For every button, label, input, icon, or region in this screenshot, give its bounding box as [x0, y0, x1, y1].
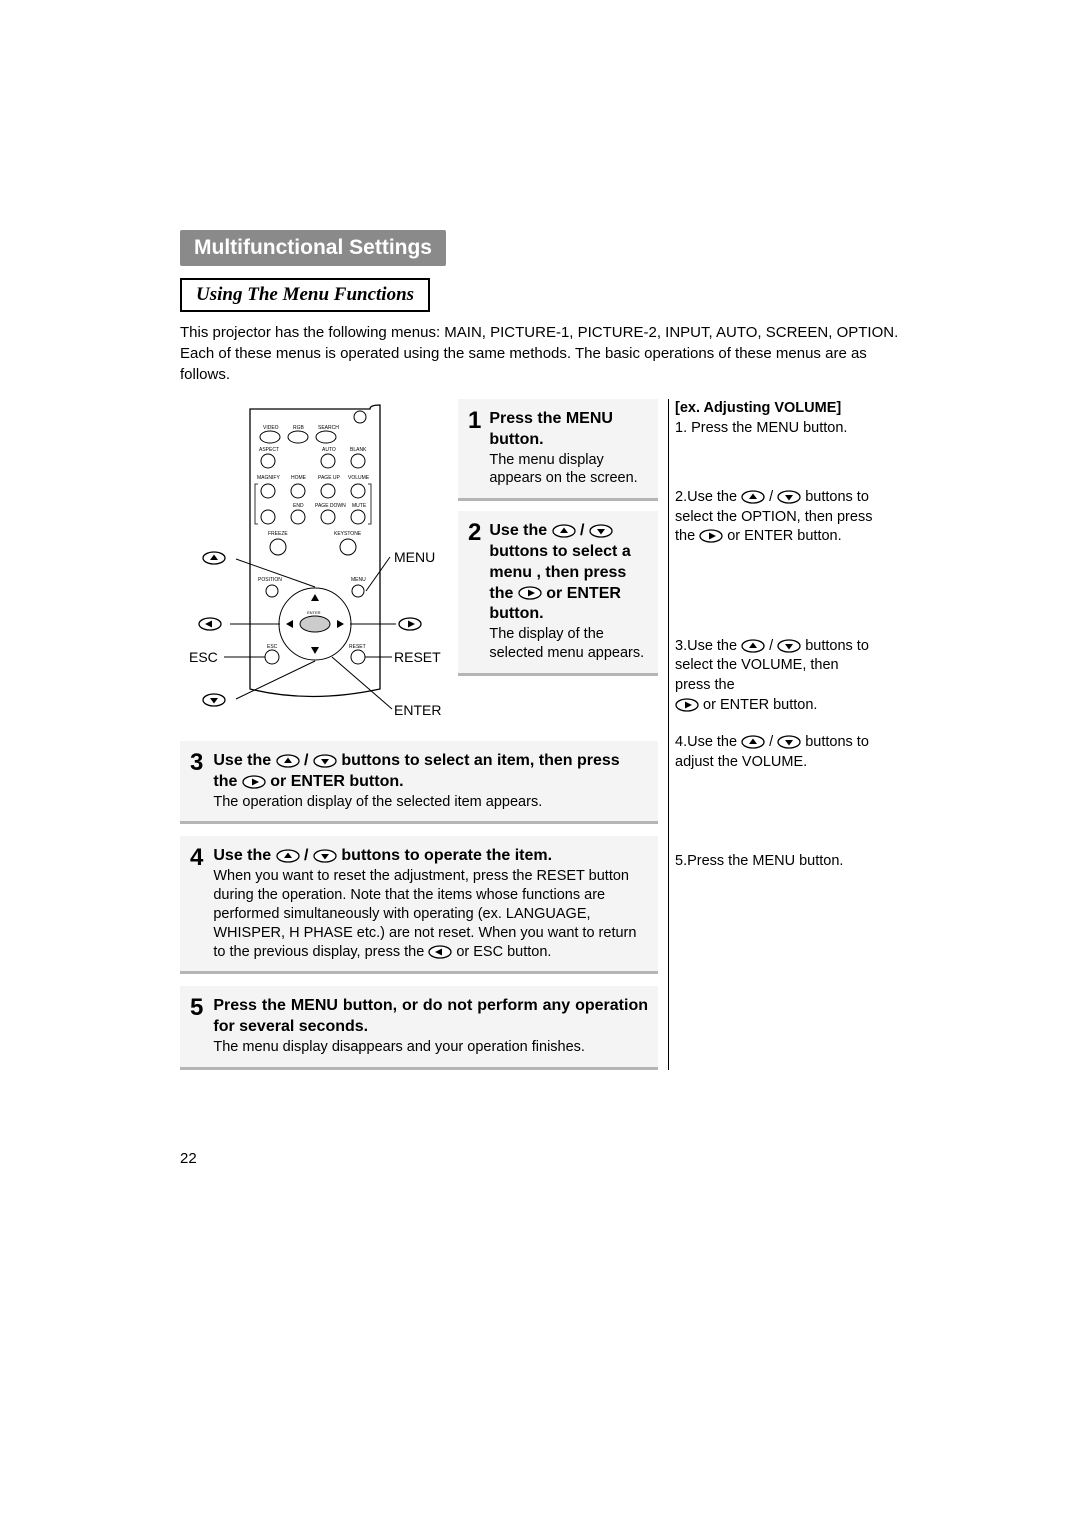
up-icon — [741, 639, 765, 653]
step-body: The menu display appears on the screen. — [489, 451, 648, 489]
example-step-2: 2.Use the / buttons to select the OPTION… — [675, 488, 875, 547]
step-body: The display of the selected menu appears… — [489, 625, 648, 663]
right-icon — [675, 698, 699, 712]
svg-text:RESET: RESET — [349, 644, 366, 650]
label-menu: MENU — [394, 549, 435, 565]
svg-text:HOME: HOME — [291, 475, 307, 481]
step-body: When you want to reset the adjustment, p… — [213, 867, 648, 961]
up-icon — [741, 490, 765, 504]
svg-text:MAGNIFY: MAGNIFY — [257, 475, 280, 481]
label-esc: ESC — [189, 649, 218, 665]
section-pill: Multifunctional Settings — [180, 230, 446, 266]
step-number: 1 — [468, 409, 481, 488]
label-reset: RESET — [394, 649, 441, 665]
svg-text:KEYSTONE: KEYSTONE — [334, 531, 362, 537]
svg-text:PAGE DOWN: PAGE DOWN — [315, 503, 346, 509]
svg-text:ESC: ESC — [267, 644, 278, 650]
step-title: Use the / buttons to operate the item. — [213, 846, 648, 867]
example-step-3: 3.Use the / buttons to select the VOLUME… — [675, 637, 875, 715]
up-icon — [552, 524, 576, 538]
step-3: 3 Use the / buttons to select an item, t… — [180, 741, 658, 824]
down-icon — [777, 490, 801, 504]
step-title: Press the MENU button. — [489, 409, 648, 451]
step-number: 2 — [468, 521, 481, 663]
example-heading: [ex. Adjusting VOLUME] — [675, 399, 875, 419]
right-icon — [242, 775, 266, 789]
step-number: 4 — [190, 846, 203, 961]
step-body: The operation display of the selected it… — [213, 793, 648, 812]
down-icon — [313, 754, 337, 768]
example-step-4: 4.Use the / buttons to adjust the VOLUME… — [675, 733, 875, 772]
step-title: Use the / buttons to select an item, the… — [213, 751, 648, 793]
right-icon — [699, 529, 723, 543]
manual-page: Multifunctional Settings Using The Menu … — [0, 0, 1080, 1247]
svg-text:PAGE UP: PAGE UP — [318, 475, 341, 481]
svg-text:ASPECT: ASPECT — [259, 447, 279, 453]
step-1: 1 Press the MENU button. The menu displa… — [458, 399, 658, 501]
label-enter: ENTER — [394, 702, 441, 718]
remote-diagram: VIDEORGBSEARCH ASPECTAUTOBLANK MAGNIF — [180, 399, 450, 729]
example-step-5: 5.Press the MENU button. — [675, 852, 875, 872]
example-column: [ex. Adjusting VOLUME] 1. Press the MENU… — [668, 399, 875, 1070]
down-icon — [777, 735, 801, 749]
svg-text:MENU: MENU — [351, 577, 366, 583]
right-icon — [518, 586, 542, 600]
up-icon — [741, 735, 765, 749]
subtitle-box: Using The Menu Functions — [180, 278, 430, 312]
subtitle: Using The Menu Functions — [196, 284, 414, 305]
svg-text:POSITION: POSITION — [258, 577, 282, 583]
step-4: 4 Use the / buttons to operate the item.… — [180, 836, 658, 974]
example-step-1: 1. Press the MENU button. — [675, 419, 875, 439]
down-icon — [777, 639, 801, 653]
down-icon — [589, 524, 613, 538]
intro-text: This projector has the following menus: … — [180, 322, 900, 385]
svg-text:VIDEO: VIDEO — [263, 425, 279, 431]
left-icon — [428, 945, 452, 959]
svg-text:RGB: RGB — [293, 425, 305, 431]
step-5: 5 Press the MENU button, or do not perfo… — [180, 986, 658, 1069]
svg-text:END: END — [293, 503, 304, 509]
step-number: 5 — [190, 996, 203, 1056]
svg-text:FREEZE: FREEZE — [268, 531, 288, 537]
svg-text:BLANK: BLANK — [350, 447, 367, 453]
svg-text:MUTE: MUTE — [352, 503, 367, 509]
step-title: Use the / buttons to select a menu , the… — [489, 521, 648, 625]
up-icon — [276, 849, 300, 863]
svg-text:AUTO: AUTO — [322, 447, 336, 453]
step-body: The menu display disappears and your ope… — [213, 1038, 648, 1057]
step-2: 2 Use the / buttons to select a menu , t… — [458, 511, 658, 676]
step-number: 3 — [190, 751, 203, 811]
svg-text:ENTER: ENTER — [307, 610, 321, 615]
svg-text:VOLUME: VOLUME — [348, 475, 370, 481]
down-icon — [313, 849, 337, 863]
up-icon — [276, 754, 300, 768]
step-title: Press the MENU button, or do not perform… — [213, 996, 648, 1038]
svg-text:SEARCH: SEARCH — [318, 425, 339, 431]
page-number: 22 — [180, 1150, 900, 1167]
